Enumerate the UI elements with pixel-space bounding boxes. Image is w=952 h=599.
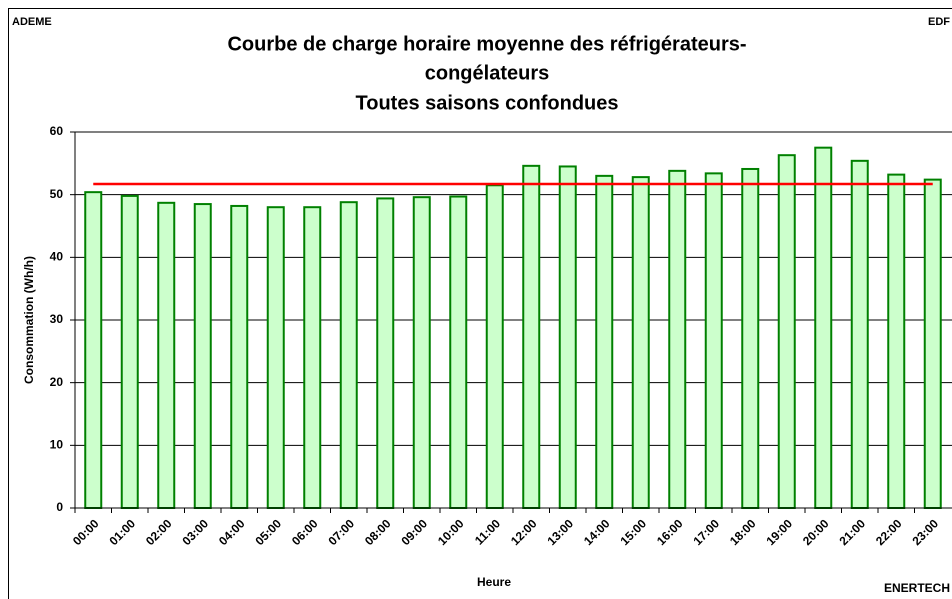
bar <box>887 173 906 509</box>
corner-label: ENERTECH <box>884 581 950 595</box>
bar <box>631 176 650 509</box>
y-tick-label: 20 <box>50 375 64 389</box>
bar <box>668 169 687 509</box>
y-tick-label: 60 <box>50 124 64 138</box>
bar <box>704 172 723 510</box>
bar <box>814 146 833 510</box>
chart-title: congélateurs <box>425 62 549 84</box>
chart-title: Toutes saisons confondues <box>356 92 619 114</box>
bar <box>120 194 139 509</box>
bar <box>485 184 504 509</box>
bar <box>777 154 796 509</box>
y-tick-label: 40 <box>50 250 64 264</box>
y-tick-label: 10 <box>50 438 64 452</box>
corner-label: ADEME <box>12 16 52 28</box>
corner-label: EDF <box>928 16 950 28</box>
y-tick-label: 0 <box>56 500 63 514</box>
bar <box>376 197 395 509</box>
chart-title: Courbe de charge horaire moyenne des réf… <box>227 33 746 55</box>
bar <box>230 204 249 510</box>
bar <box>157 201 176 510</box>
bar <box>522 164 541 509</box>
bar <box>558 165 577 509</box>
bar <box>595 174 614 509</box>
bar <box>923 178 942 509</box>
bar <box>741 167 760 509</box>
bar <box>266 206 285 509</box>
bar <box>303 206 322 509</box>
bar <box>449 195 468 509</box>
bar <box>84 191 103 509</box>
x-axis-label: Heure <box>477 575 511 589</box>
y-axis-label: Consommation (Wh/h) <box>22 256 36 384</box>
y-tick-label: 50 <box>50 187 64 201</box>
bar <box>193 203 212 509</box>
bar <box>412 196 431 509</box>
bar <box>339 201 358 509</box>
y-tick-label: 30 <box>50 312 64 326</box>
bar <box>850 159 869 509</box>
